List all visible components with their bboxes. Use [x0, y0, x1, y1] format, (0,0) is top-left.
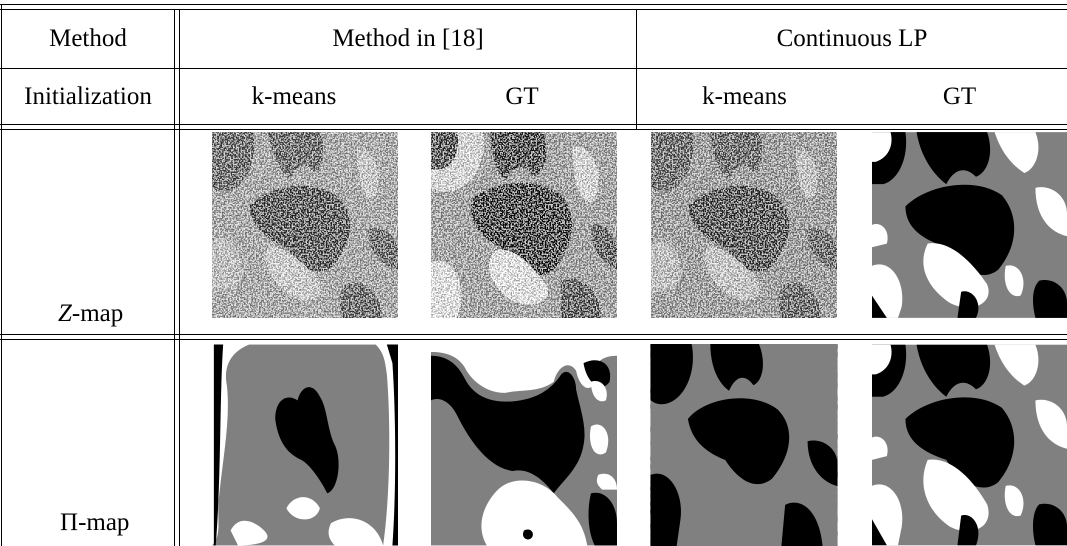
z-suffix: -map [71, 300, 124, 327]
method-in-18-header: Method in [18] [332, 24, 484, 52]
z-map-lp-kmeans-image [650, 132, 838, 318]
pi-map-method18-gt-image [431, 344, 617, 546]
pi-map-label: Π-map [60, 509, 129, 537]
initialization-header: Initialization [24, 82, 152, 110]
top-rule-1 [0, 4, 1067, 5]
top-rule-2 [0, 9, 1067, 10]
left-rule [1, 4, 2, 546]
z-map-method18-gt-image [431, 132, 617, 318]
gt-header-2: GT [942, 82, 977, 110]
pi-suffix: -map [78, 509, 130, 536]
z-map-label: Z-map [58, 300, 123, 328]
pi-symbol: Π [60, 509, 79, 536]
z-map-lp-gt-image [872, 132, 1067, 318]
zmap-bottom-rule-2 [0, 339, 1067, 340]
header-bottom-rule-2 [0, 129, 1067, 130]
method-header: Method [49, 24, 127, 52]
method-split-rule [636, 9, 637, 129]
label-col-rule-1 [174, 9, 175, 546]
pi-map-method18-kmeans-image [212, 344, 398, 546]
header-bottom-rule-1 [0, 124, 1067, 125]
z-map-method18-kmeans-image [212, 132, 398, 318]
pi-map-lp-gt-image [872, 344, 1067, 546]
continuous-lp-header: Continuous LP [776, 24, 928, 52]
gt-header-1: GT [505, 82, 539, 110]
header-rule [0, 68, 1067, 69]
label-col-rule-2 [179, 9, 180, 546]
zmap-bottom-rule-1 [0, 334, 1067, 335]
kmeans-header-1: k-means [251, 82, 337, 110]
z-symbol: Z [58, 300, 72, 327]
kmeans-header-2: k-means [702, 82, 787, 110]
pi-map-lp-kmeans-image [650, 344, 838, 546]
